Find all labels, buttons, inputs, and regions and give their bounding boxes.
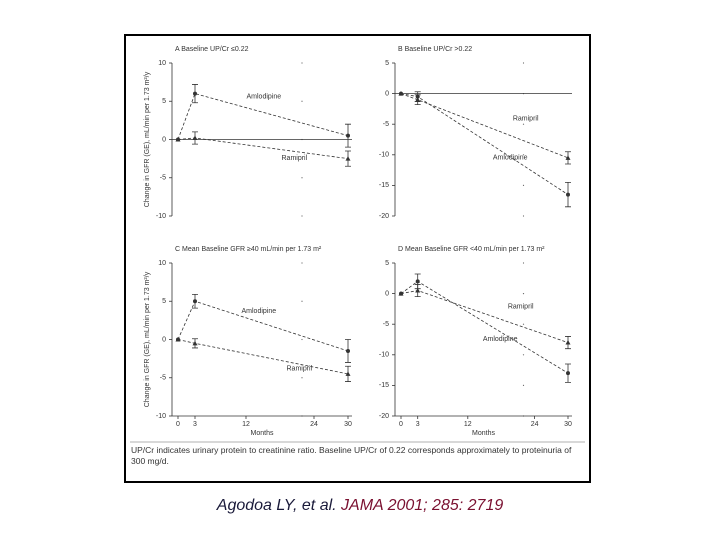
grid-dot xyxy=(522,262,525,264)
y-tick-label: -20 xyxy=(379,413,389,420)
citation-authors: Agodoa LY, et al. xyxy=(216,497,337,514)
x-tick-label: 3 xyxy=(416,421,420,428)
y-tick-label: -10 xyxy=(379,152,389,159)
y-axis-label: Change in GFR (GE), mL/min per 1.73 m²/y xyxy=(144,271,151,407)
series-label: Amlodipine xyxy=(493,154,528,161)
marker xyxy=(192,340,198,346)
grid-dot xyxy=(522,384,525,386)
series-line xyxy=(177,93,349,140)
panel-title: D Mean Baseline GFR <40 mL/min per 1.73 … xyxy=(398,246,545,253)
marker xyxy=(175,337,181,342)
marker xyxy=(345,156,351,161)
marker xyxy=(192,135,198,140)
y-tick-label: 5 xyxy=(385,260,389,267)
marker xyxy=(345,371,351,376)
y-tick-label: -20 xyxy=(379,213,389,220)
grid-dot xyxy=(522,354,525,356)
series-label: Amlodipine xyxy=(483,336,518,343)
x-tick-label: 0 xyxy=(399,421,403,428)
citation-source: JAMA 2001; 285: 2719 xyxy=(341,497,504,514)
marker xyxy=(415,97,421,102)
y-tick-label: -15 xyxy=(379,382,389,389)
y-tick-label: 5 xyxy=(385,60,389,67)
y-axis-label: Change in GFR (GE), mL/min per 1.73 m²/y xyxy=(144,71,151,207)
panel-title: B Baseline UP/Cr >0.22 xyxy=(398,46,472,53)
grid-dot xyxy=(301,215,303,217)
y-tick-label: -5 xyxy=(160,175,166,182)
marker xyxy=(175,137,181,142)
figure-frame xyxy=(124,34,591,483)
x-tick-label: 30 xyxy=(564,421,572,428)
y-tick-label: 10 xyxy=(158,60,166,67)
grid-dot xyxy=(522,323,525,325)
grid-dot xyxy=(522,184,525,186)
marker xyxy=(398,291,404,296)
y-tick-label: -5 xyxy=(160,375,166,382)
grid-dot xyxy=(522,62,525,64)
grid-dot xyxy=(301,62,303,64)
series-label: Ramipril xyxy=(508,303,534,310)
series-label: Ramipril xyxy=(282,155,308,162)
x-tick-label: 12 xyxy=(464,421,472,428)
y-tick-label: 0 xyxy=(162,336,166,343)
x-tick-label: 0 xyxy=(176,421,180,428)
x-tick-label: 30 xyxy=(344,421,352,428)
marker xyxy=(566,371,570,376)
x-tick-label: 24 xyxy=(531,421,539,428)
panel-title: C Mean Baseline GFR ≥40 mL/min per 1.73 … xyxy=(175,246,322,253)
x-tick-label: 24 xyxy=(310,421,318,428)
series-label: Amlodipine xyxy=(242,308,277,315)
grid-dot xyxy=(301,300,303,302)
marker xyxy=(565,340,571,345)
grid-dot xyxy=(301,262,303,264)
y-tick-label: 0 xyxy=(162,136,166,143)
y-tick-label: -15 xyxy=(379,182,389,189)
citation: Agodoa LY, et al. JAMA 2001; 285: 2719 xyxy=(0,497,720,515)
marker xyxy=(193,299,197,304)
series-label: Amlodipine xyxy=(247,93,282,100)
x-tick-label: 12 xyxy=(242,421,250,428)
marker xyxy=(415,288,421,293)
panel-title: A Baseline UP/Cr ≤0.22 xyxy=(175,46,249,53)
x-axis-label: Months xyxy=(472,430,495,437)
grid-dot xyxy=(522,293,525,295)
grid-dot xyxy=(301,177,303,179)
grid-dot xyxy=(301,377,303,379)
y-tick-label: -10 xyxy=(156,213,166,220)
grid-dot xyxy=(522,215,525,217)
marker xyxy=(415,279,420,284)
y-tick-label: -10 xyxy=(379,352,389,359)
marker xyxy=(346,348,350,353)
y-tick-label: 5 xyxy=(162,298,166,305)
y-tick-label: -5 xyxy=(383,121,389,128)
x-tick-label: 3 xyxy=(193,421,197,428)
marker xyxy=(346,133,350,138)
marker xyxy=(193,91,197,96)
marker xyxy=(566,192,570,197)
grid-dot xyxy=(301,100,303,102)
y-tick-label: -5 xyxy=(383,321,389,328)
grid-dot xyxy=(301,338,303,341)
y-tick-label: -10 xyxy=(156,413,166,420)
series-label: Ramipril xyxy=(287,365,313,372)
caption: UP/Cr indicates urinary protein to creat… xyxy=(131,445,572,466)
x-axis-label: Months xyxy=(251,430,274,437)
marker xyxy=(565,155,571,160)
marker xyxy=(398,91,404,96)
series-label: Ramipril xyxy=(513,116,539,123)
y-tick-label: 0 xyxy=(385,290,389,297)
y-tick-label: 5 xyxy=(162,98,166,105)
y-tick-label: 0 xyxy=(385,90,389,97)
grid-dot xyxy=(522,123,525,125)
grid-dot xyxy=(522,154,525,156)
y-tick-label: 10 xyxy=(158,260,166,267)
